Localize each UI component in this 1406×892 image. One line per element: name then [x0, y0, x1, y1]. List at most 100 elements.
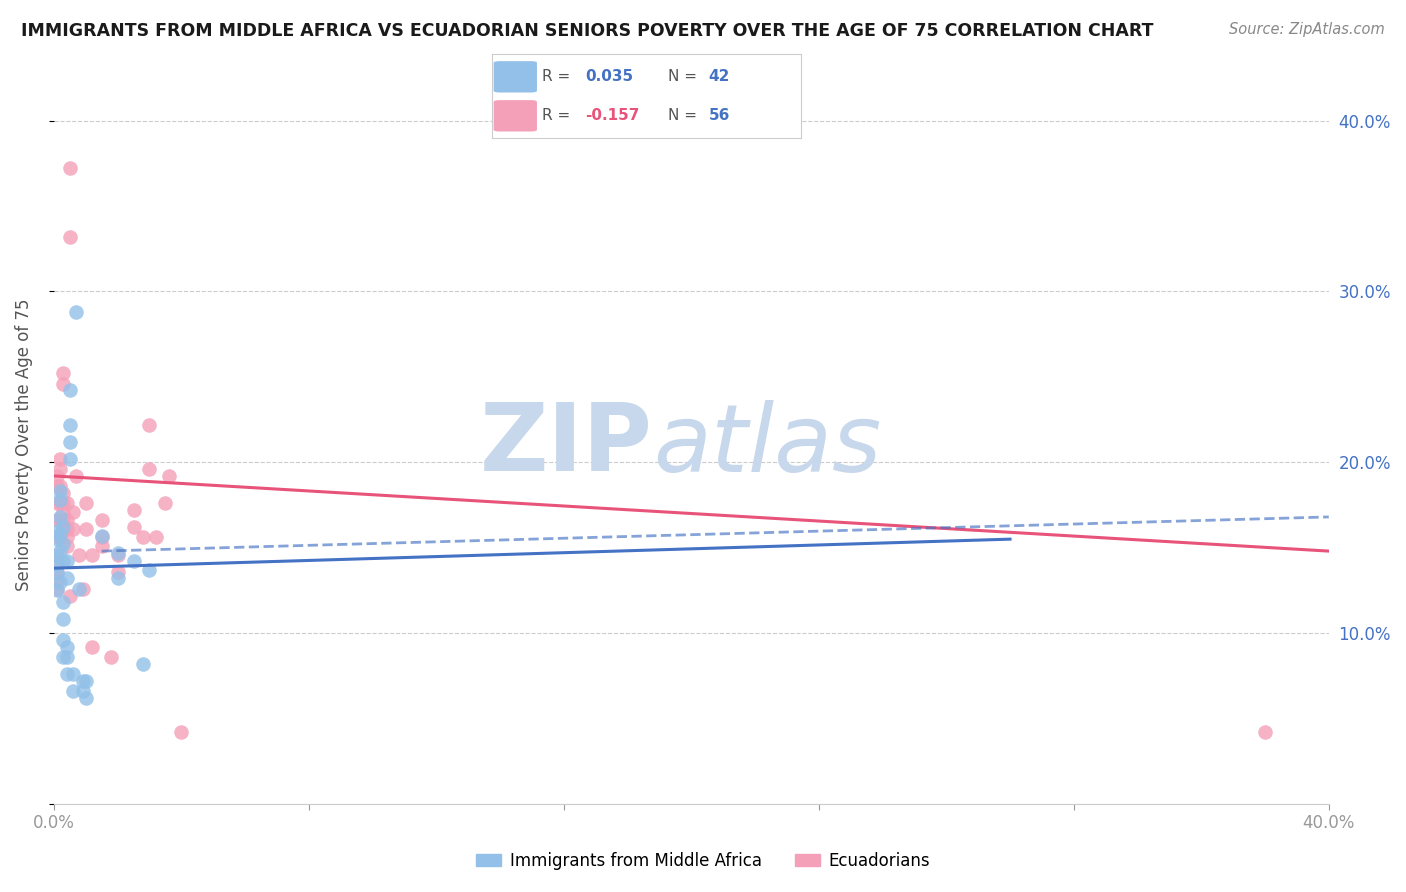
Point: [46, 532, 69, 546]
Point: [90, 513, 112, 527]
Point: [132, 531, 155, 545]
Point: [122, 503, 145, 517]
Point: [49, 484, 72, 499]
Point: [46, 524, 69, 538]
Point: [49, 574, 72, 589]
Text: -0.157: -0.157: [585, 108, 640, 123]
Point: [49, 531, 72, 545]
Point: [132, 657, 155, 671]
Point: [75, 522, 97, 536]
Point: [46, 513, 69, 527]
Point: [170, 725, 193, 739]
FancyBboxPatch shape: [494, 100, 537, 131]
Point: [49, 513, 72, 527]
Text: R =: R =: [541, 108, 575, 123]
Point: [59, 229, 82, 244]
Point: [107, 565, 129, 579]
Point: [138, 462, 160, 476]
Point: [52, 612, 75, 626]
Point: [49, 527, 72, 541]
Y-axis label: Seniors Poverty Over the Age of 75: Seniors Poverty Over the Age of 75: [15, 299, 32, 591]
Point: [59, 417, 82, 432]
Point: [155, 496, 177, 510]
Text: 0.035: 0.035: [585, 70, 633, 85]
Point: [46, 469, 69, 483]
Point: [49, 451, 72, 466]
Point: [122, 520, 145, 534]
Point: [65, 305, 87, 319]
Point: [46, 531, 69, 545]
Point: [52, 486, 75, 500]
Point: [46, 496, 69, 510]
Point: [52, 595, 75, 609]
Point: [62, 505, 84, 519]
Point: [59, 589, 82, 603]
Point: [46, 583, 69, 598]
Point: [55, 640, 77, 654]
Point: [52, 554, 75, 568]
Point: [1254, 725, 1277, 739]
Point: [138, 563, 160, 577]
Point: [52, 376, 75, 391]
Point: [62, 667, 84, 681]
FancyBboxPatch shape: [494, 62, 537, 93]
Point: [49, 496, 72, 510]
Point: [46, 549, 69, 564]
Point: [49, 510, 72, 524]
Point: [107, 546, 129, 560]
Point: [55, 522, 77, 536]
Text: IMMIGRANTS FROM MIDDLE AFRICA VS ECUADORIAN SENIORS POVERTY OVER THE AGE OF 75 C: IMMIGRANTS FROM MIDDLE AFRICA VS ECUADOR…: [21, 22, 1153, 40]
Point: [52, 522, 75, 536]
Point: [46, 582, 69, 596]
Point: [55, 531, 77, 545]
Point: [49, 492, 72, 507]
Point: [46, 548, 69, 562]
Point: [59, 384, 82, 398]
Point: [55, 571, 77, 585]
Point: [52, 505, 75, 519]
Point: [75, 496, 97, 510]
Point: [107, 548, 129, 562]
Point: [52, 513, 75, 527]
Text: Source: ZipAtlas.com: Source: ZipAtlas.com: [1229, 22, 1385, 37]
Text: atlas: atlas: [652, 400, 882, 491]
Point: [75, 691, 97, 706]
Point: [55, 539, 77, 553]
Point: [100, 650, 122, 665]
Point: [52, 632, 75, 647]
Text: 56: 56: [709, 108, 730, 123]
Point: [72, 684, 94, 698]
Point: [52, 650, 75, 665]
Point: [52, 367, 75, 381]
Point: [122, 554, 145, 568]
Point: [55, 513, 77, 527]
Point: [72, 673, 94, 688]
Point: [72, 582, 94, 596]
Point: [46, 573, 69, 587]
Point: [107, 571, 129, 585]
Point: [157, 469, 180, 483]
Point: [59, 451, 82, 466]
Point: [59, 161, 82, 176]
Text: 42: 42: [709, 70, 730, 85]
Point: [55, 650, 77, 665]
Point: [55, 554, 77, 568]
Point: [55, 667, 77, 681]
Point: [46, 556, 69, 570]
Text: N =: N =: [668, 108, 702, 123]
Point: [62, 522, 84, 536]
Point: [52, 537, 75, 551]
Point: [67, 548, 90, 562]
Point: [46, 558, 69, 572]
Legend: Immigrants from Middle Africa, Ecuadorians: Immigrants from Middle Africa, Ecuadoria…: [470, 846, 936, 877]
Point: [90, 529, 112, 543]
Point: [75, 673, 97, 688]
Point: [62, 684, 84, 698]
Point: [138, 417, 160, 432]
Text: R =: R =: [541, 70, 575, 85]
Point: [80, 640, 103, 654]
Text: ZIP: ZIP: [481, 400, 652, 491]
Point: [90, 531, 112, 545]
Point: [55, 496, 77, 510]
Point: [52, 496, 75, 510]
